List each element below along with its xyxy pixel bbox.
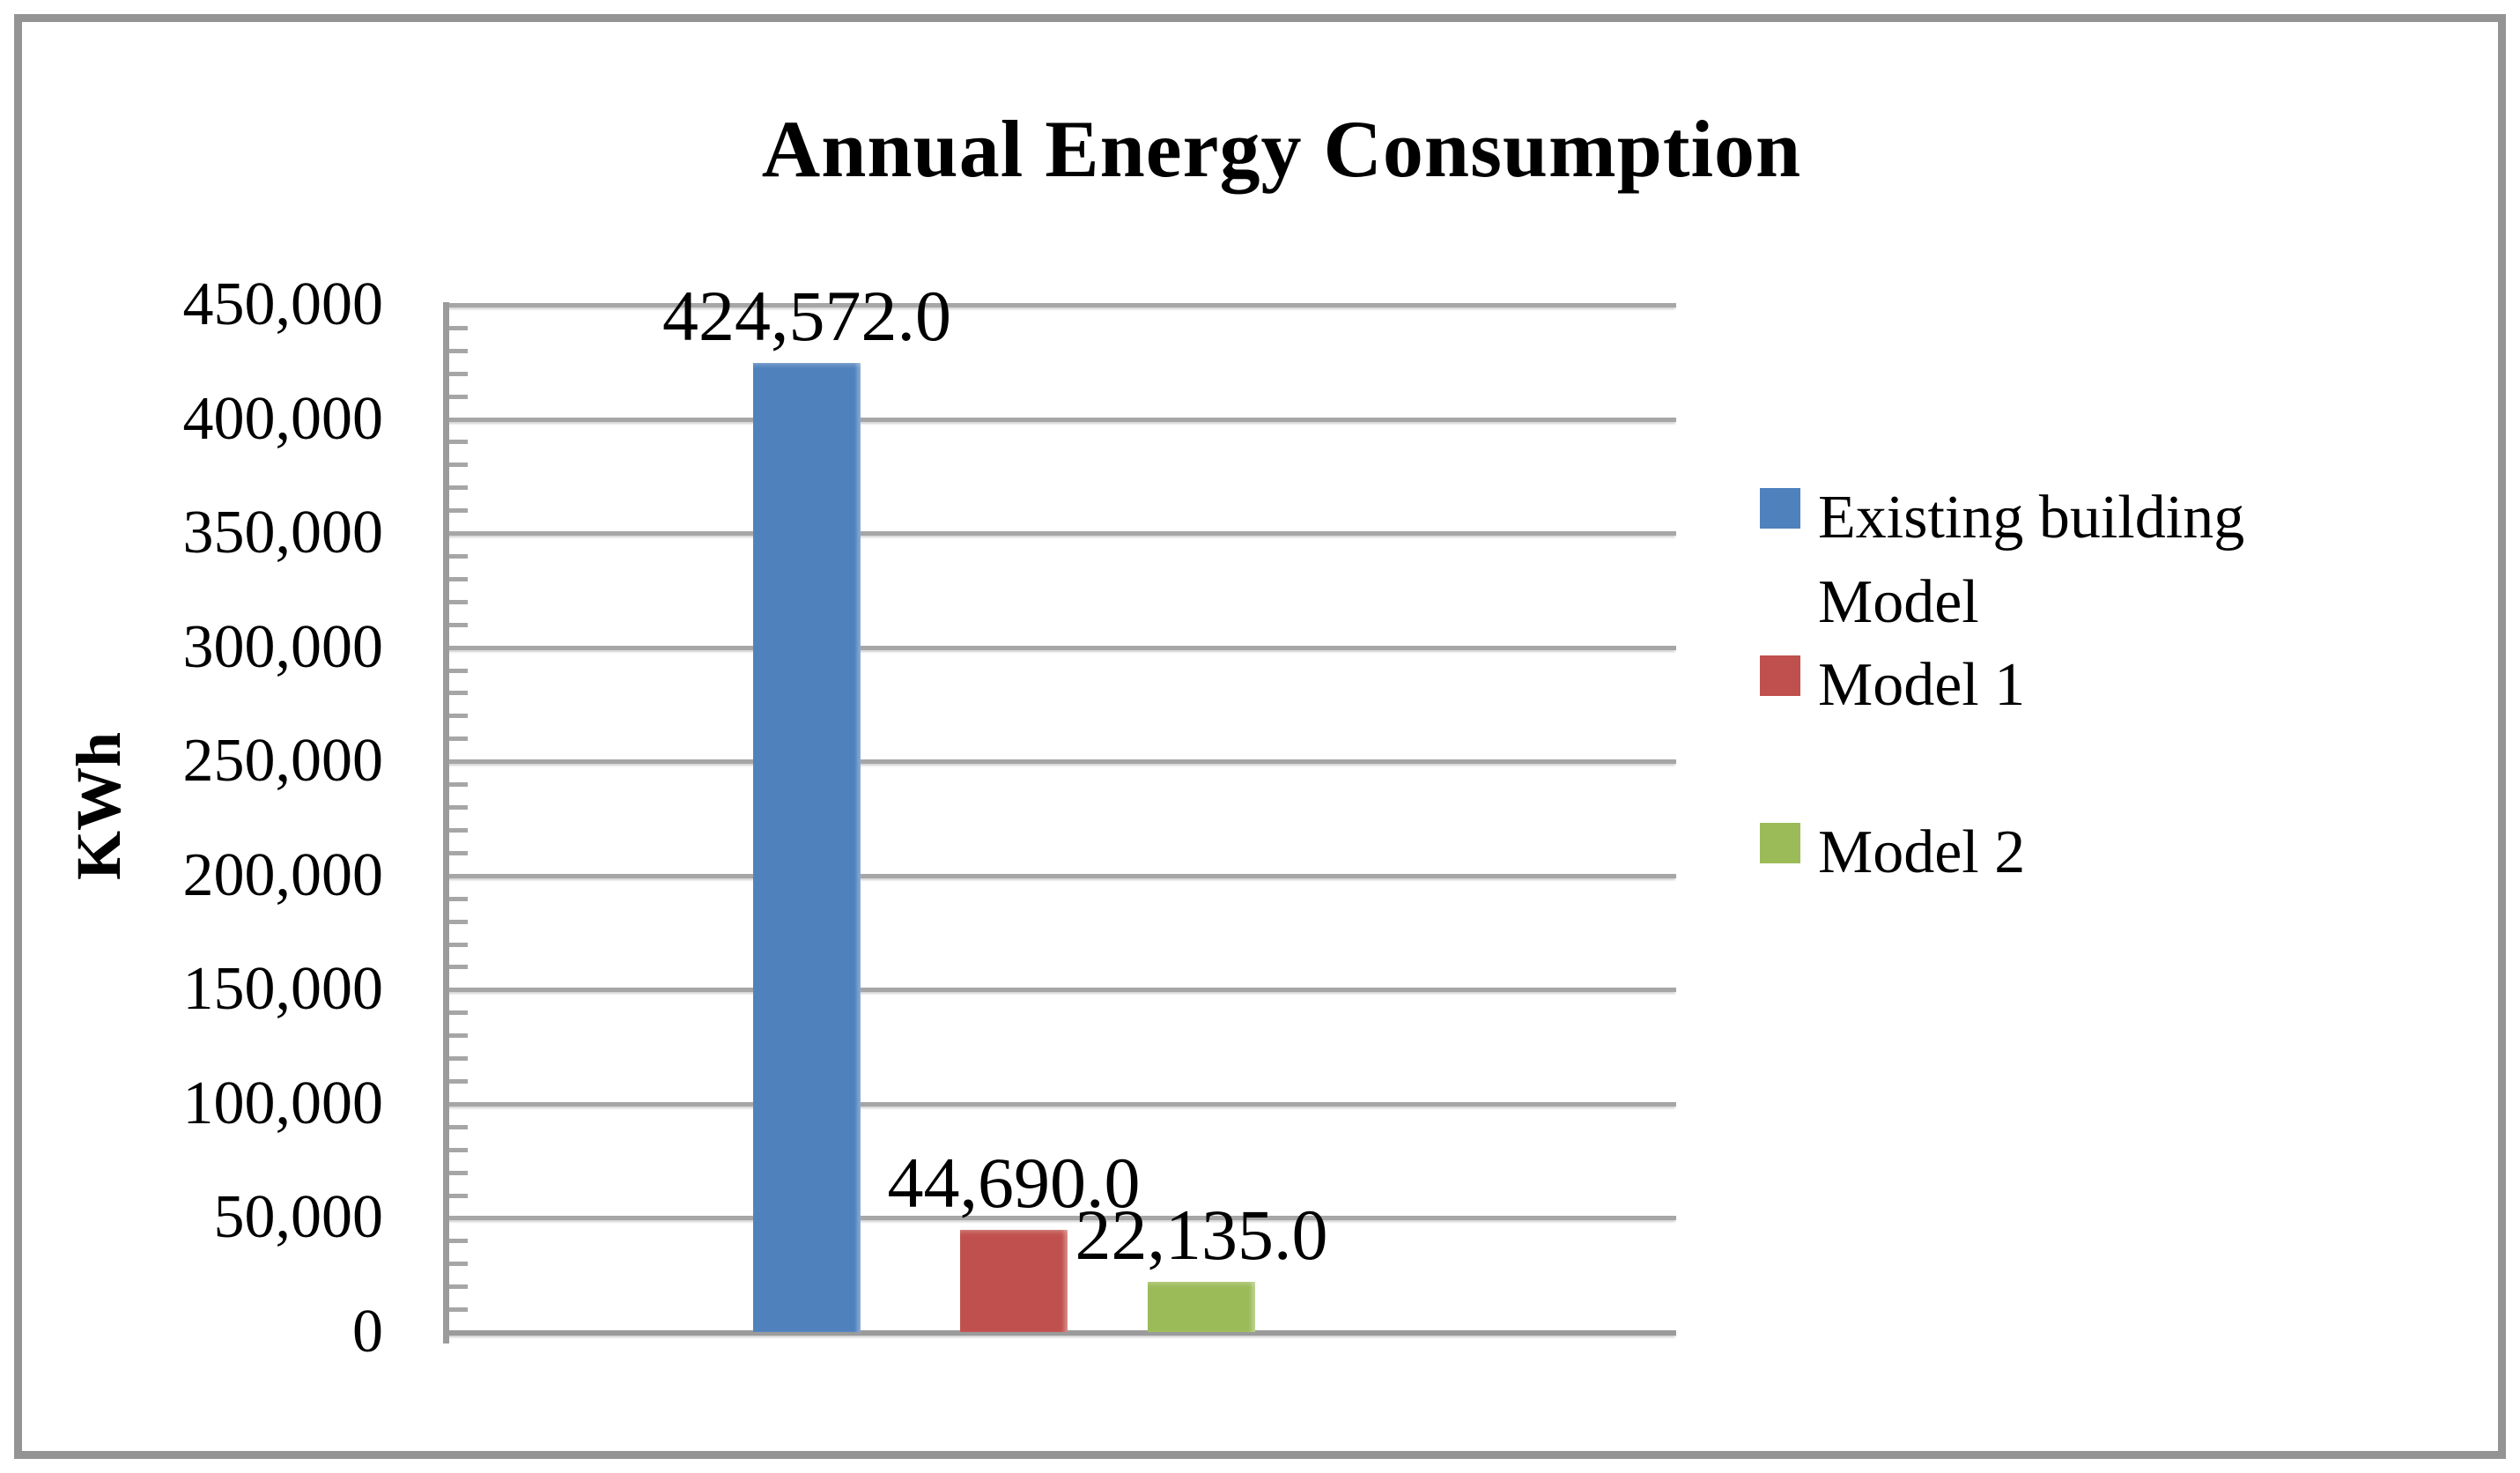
y-axis-minor-tick (449, 782, 468, 788)
y-axis-minor-tick (449, 1307, 468, 1313)
legend-item-existing-building-model: Existing building Model (1760, 476, 2253, 643)
y-axis-minor-tick (449, 714, 468, 719)
y-axis-minor-tick (449, 1193, 468, 1198)
gridline (447, 988, 1676, 993)
y-axis-minor-tick (449, 965, 468, 970)
y-axis-minor-tick (449, 554, 468, 559)
gridline (447, 645, 1676, 650)
y-axis-minor-tick (449, 1239, 468, 1244)
chart-border (14, 14, 2506, 1459)
y-axis-minor-tick (449, 1078, 468, 1084)
y-axis-minor-tick (449, 1262, 468, 1267)
y-axis-minor-tick (449, 1033, 468, 1039)
legend-label: Model 1 (1818, 651, 2026, 719)
y-axis-minor-tick (449, 1010, 468, 1016)
y-tick-label: 50,000 (213, 1183, 384, 1252)
y-axis-minor-tick (449, 325, 468, 330)
y-axis-minor-tick (449, 668, 468, 673)
legend-label: Existing building Model (1818, 484, 2245, 636)
y-axis-minor-tick (449, 1284, 468, 1290)
y-axis-minor-tick (449, 599, 468, 604)
y-axis-minor-tick (449, 850, 468, 855)
gridline (447, 417, 1676, 422)
y-axis-minor-tick (449, 691, 468, 696)
y-tick-label: 400,000 (182, 384, 384, 453)
y-axis-minor-tick (449, 576, 468, 581)
y-axis-minor-tick (449, 736, 468, 742)
gridline (447, 1330, 1676, 1336)
y-tick-label: 0 (352, 1298, 383, 1366)
legend-swatch-existing-building-model (1760, 488, 1800, 529)
y-axis-minor-tick (449, 622, 468, 627)
y-axis-minor-tick (449, 463, 468, 468)
y-axis-minor-tick (449, 1147, 468, 1152)
data-label-model-1: 44,690.0 (887, 1143, 1141, 1224)
y-axis-minor-tick (449, 896, 468, 901)
gridline (447, 1216, 1676, 1221)
y-axis-minor-tick (449, 805, 468, 811)
legend-label: Model 2 (1818, 818, 2026, 886)
y-axis-minor-tick (449, 1124, 468, 1129)
y-axis-minor-tick (449, 440, 468, 445)
y-axis-minor-tick (449, 485, 468, 491)
data-label-existing-building-model: 424,572.0 (662, 275, 951, 356)
y-axis-minor-tick (449, 942, 468, 947)
y-tick-label: 100,000 (182, 1069, 384, 1137)
y-axis-minor-tick (449, 508, 468, 514)
y-axis-line (443, 302, 449, 1343)
y-tick-label: 200,000 (182, 840, 384, 909)
y-axis-minor-tick (449, 394, 468, 399)
gridline (447, 873, 1676, 878)
gridline (447, 759, 1676, 765)
gridline (447, 1101, 1676, 1107)
y-axis-minor-tick (449, 1056, 468, 1062)
y-tick-label: 150,000 (182, 955, 384, 1024)
legend-swatch-model-2 (1760, 823, 1800, 863)
chart-title: Annual Energy Consumption (761, 104, 1802, 194)
y-tick-label: 450,000 (182, 270, 384, 338)
y-axis-title: KWh (63, 731, 134, 881)
y-axis-minor-tick (449, 348, 468, 353)
y-axis-minor-tick (449, 919, 468, 924)
plot-area: 424,572.0 44,690.0 22,135.0 (443, 276, 1676, 1343)
bar-model-1 (960, 1230, 1068, 1332)
legend-swatch-model-1 (1760, 655, 1800, 696)
gridline (447, 303, 1676, 307)
y-tick-label: 250,000 (182, 727, 384, 796)
gridline (447, 531, 1676, 537)
bar-model-2 (1148, 1281, 1255, 1332)
y-axis-minor-tick (449, 827, 468, 833)
legend-item-model-2: Model 2 (1760, 811, 2253, 978)
y-tick-label: 300,000 (182, 612, 384, 681)
legend-item-model-1: Model 1 (1760, 643, 2253, 811)
y-tick-label: 350,000 (182, 499, 384, 567)
y-axis-minor-tick (449, 371, 468, 376)
bar-existing-building-model (753, 362, 861, 1332)
y-axis-minor-tick (449, 1170, 468, 1175)
data-label-model-2: 22,135.0 (1075, 1194, 1328, 1275)
